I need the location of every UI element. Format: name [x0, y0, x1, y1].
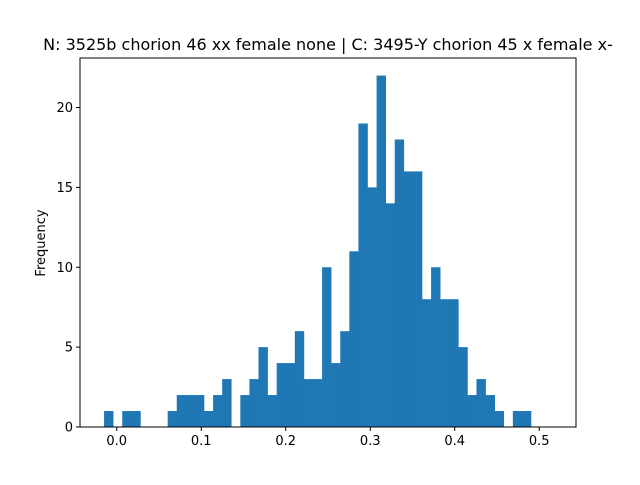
histogram-bar — [104, 411, 114, 427]
x-tick-label: 0.2 — [275, 434, 296, 449]
y-tick-label: 15 — [56, 181, 73, 196]
histogram-bar — [331, 363, 341, 427]
histogram-bar — [449, 299, 459, 427]
histogram-bar — [276, 363, 287, 427]
histogram-bar — [494, 411, 505, 427]
y-tick-label: 5 — [65, 341, 73, 356]
histogram-bar — [303, 379, 314, 427]
histogram-bar — [431, 267, 441, 427]
histogram-bar — [285, 363, 296, 427]
histogram-bar — [204, 411, 214, 427]
x-tick-label: 0.5 — [529, 434, 550, 449]
chart-title: N: 3525b chorion 46 xx female none | C: … — [43, 35, 613, 54]
histogram-bar — [294, 331, 305, 427]
histogram-bar — [367, 187, 377, 427]
histogram-bar — [512, 411, 523, 427]
histogram-bar — [422, 299, 432, 427]
x-tick-label: 0.3 — [360, 434, 381, 449]
histogram-bar — [249, 379, 259, 427]
histogram-bar — [313, 379, 323, 427]
histogram-bar — [258, 347, 268, 427]
y-axis-label: Frequency — [34, 209, 49, 276]
histogram-bar — [385, 203, 396, 427]
histogram-bar — [394, 139, 405, 427]
histogram-bar — [467, 395, 477, 427]
histogram-bar — [485, 395, 495, 427]
x-tick-label: 0.1 — [191, 434, 212, 449]
plot-frame — [79, 57, 577, 428]
histogram-bar — [349, 251, 359, 427]
histogram-bar — [131, 411, 141, 427]
histogram-bar — [194, 395, 205, 427]
y-tick-label: 10 — [56, 261, 73, 276]
histogram-bar — [521, 411, 532, 427]
histogram-bar — [358, 123, 368, 428]
histogram-bar — [476, 379, 486, 427]
histogram-bar — [267, 395, 277, 427]
histogram-bar — [222, 379, 232, 427]
x-tick-label: 0.0 — [106, 434, 127, 449]
histogram-bar — [376, 75, 386, 427]
histogram-bar — [122, 411, 132, 427]
histogram-bar — [213, 395, 223, 427]
histogram-bar — [340, 331, 350, 427]
histogram-bar — [185, 395, 196, 427]
histogram-bars — [104, 75, 532, 428]
x-axis-ticks: 0.0 0.1 0.2 0.3 0.4 0.5 — [106, 427, 550, 449]
y-tick-label: 0 — [65, 421, 73, 436]
y-axis-ticks: 0 5 10 15 20 — [56, 101, 80, 436]
histogram-bar — [167, 411, 178, 427]
histogram-bar — [240, 395, 250, 427]
histogram-bar — [440, 299, 450, 427]
histogram-bar — [412, 171, 423, 427]
histogram-bar — [176, 395, 187, 427]
histogram-bar — [403, 171, 414, 427]
histogram-bar — [458, 347, 468, 427]
histogram-bar — [322, 267, 332, 427]
x-tick-label: 0.4 — [444, 434, 465, 449]
y-tick-label: 20 — [56, 101, 73, 116]
